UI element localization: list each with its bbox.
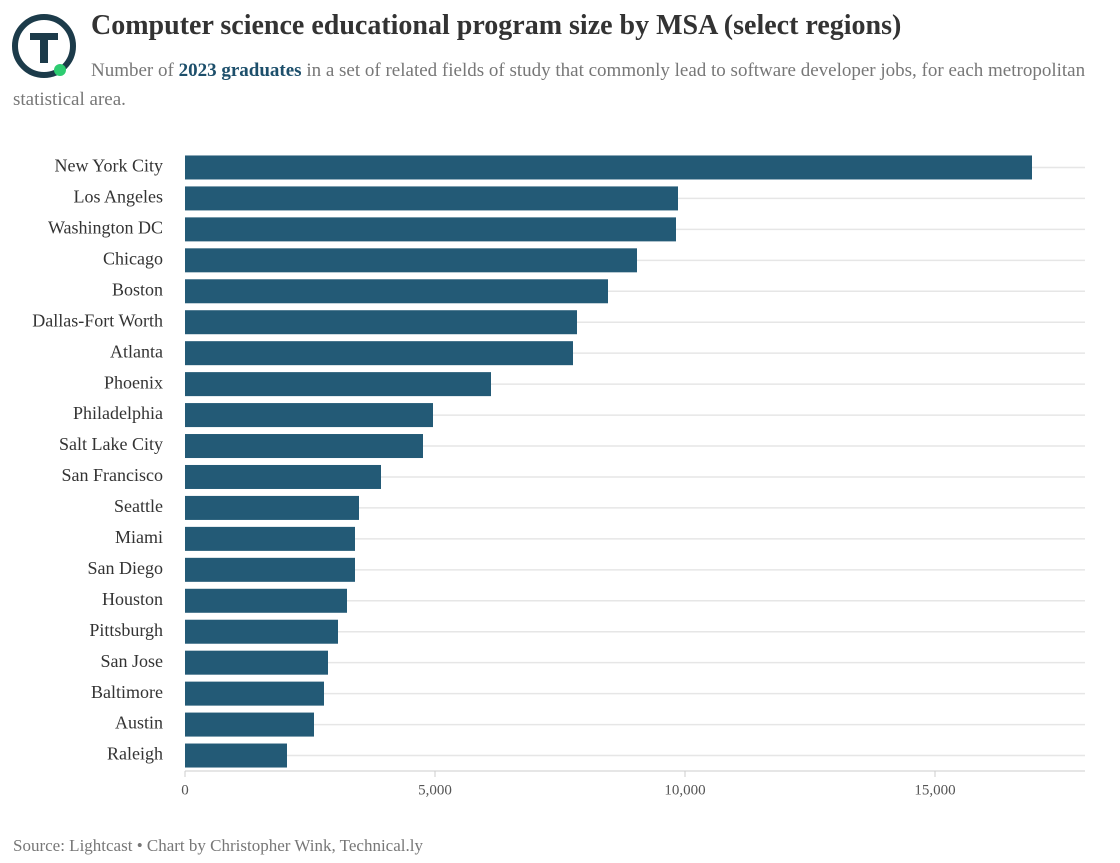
subtitle-highlight: 2023 graduates <box>178 60 302 81</box>
bar <box>185 650 328 675</box>
bar <box>185 712 314 737</box>
y-tick-label: Washington DC <box>48 218 163 238</box>
y-tick-label: San Diego <box>88 558 164 578</box>
bar <box>185 619 338 644</box>
bar <box>185 372 491 397</box>
bar <box>185 155 1032 180</box>
source-note: Source: Lightcast • Chart by Christopher… <box>13 836 423 855</box>
y-tick-label: Boston <box>112 279 163 299</box>
bar <box>185 557 355 582</box>
y-tick-label: Austin <box>115 713 163 733</box>
y-tick-label: Los Angeles <box>74 187 164 207</box>
bar <box>185 186 678 211</box>
bar <box>185 526 355 551</box>
bar <box>185 464 381 489</box>
y-tick-label: Seattle <box>114 496 163 516</box>
y-tick-label: Atlanta <box>110 341 163 361</box>
bar <box>185 341 573 366</box>
chart-title: Computer science educational program siz… <box>91 10 902 41</box>
y-tick-label: Houston <box>102 589 163 609</box>
bar <box>185 681 324 706</box>
y-tick-label: Pittsburgh <box>89 620 163 640</box>
x-tick-label: 10,000 <box>664 782 705 798</box>
chart-subtitle: Number of 2023 graduates in a set of rel… <box>13 56 1098 114</box>
subtitle-text: in a set of related fields of study that… <box>13 60 1086 110</box>
x-tick-label: 15,000 <box>914 782 955 798</box>
y-tick-label: Salt Lake City <box>59 434 163 454</box>
y-tick-label: San Jose <box>101 651 164 671</box>
bar <box>185 279 608 304</box>
bar <box>185 743 287 768</box>
bar <box>185 403 433 428</box>
bar <box>185 434 423 459</box>
bar <box>185 248 637 273</box>
y-tick-label: Dallas-Fort Worth <box>32 310 163 330</box>
logo <box>12 14 76 78</box>
y-tick-label: Raleigh <box>107 744 163 764</box>
y-tick-label: Miami <box>115 527 163 547</box>
chart: 0 5,000 10,000 15,000 New York City Los Angel… <box>32 155 1085 798</box>
subtitle-text: Number of <box>91 60 179 81</box>
y-tick-label: Baltimore <box>91 682 163 702</box>
y-tick-label: New York City <box>54 156 163 176</box>
y-tick-label: San Francisco <box>62 465 163 485</box>
x-tick-label: 5,000 <box>418 782 452 798</box>
bar <box>185 310 577 335</box>
bar <box>185 588 347 613</box>
y-tick-label: Phoenix <box>104 372 163 392</box>
y-tick-label: Philadelphia <box>73 403 163 423</box>
bar <box>185 217 676 242</box>
bar <box>185 495 359 520</box>
y-tick-label: Chicago <box>103 248 163 268</box>
x-tick-label: 0 <box>181 782 189 798</box>
